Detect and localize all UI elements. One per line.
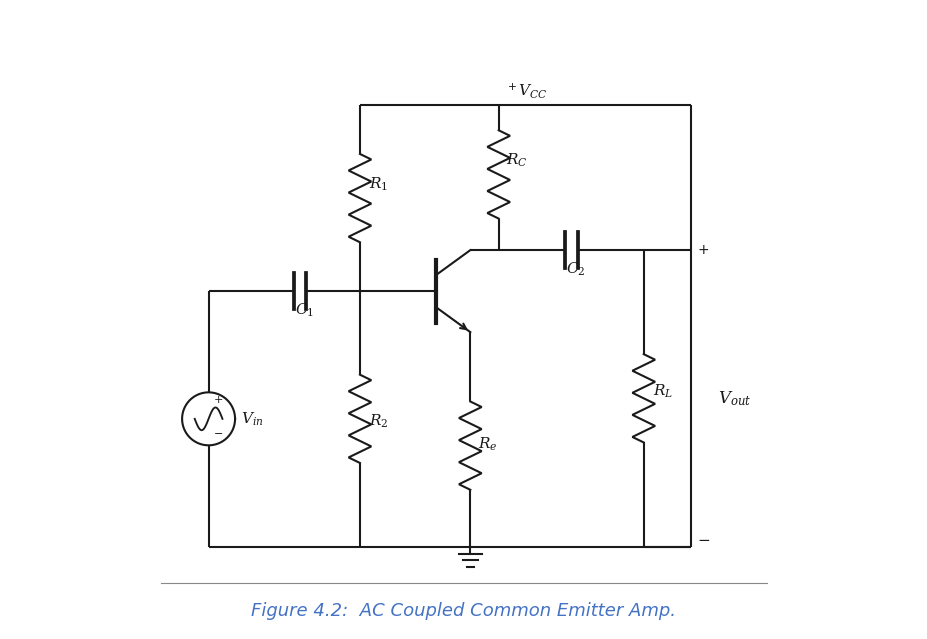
- Text: −: −: [213, 429, 222, 439]
- Text: $R_L$: $R_L$: [652, 382, 672, 399]
- Text: $V_{out}$: $V_{out}$: [717, 389, 750, 408]
- Text: $V_{in}$: $V_{in}$: [241, 410, 263, 427]
- Text: $R_C$: $R_C$: [506, 152, 527, 169]
- Text: +: +: [696, 243, 708, 257]
- Text: −: −: [696, 533, 709, 548]
- Text: $C_2$: $C_2$: [565, 261, 585, 279]
- Text: +: +: [213, 396, 222, 406]
- Text: $^+V_{CC}$: $^+V_{CC}$: [504, 81, 547, 100]
- Text: $R_2$: $R_2$: [368, 412, 387, 429]
- Text: Figure 4.2:  AC Coupled Common Emitter Amp.: Figure 4.2: AC Coupled Common Emitter Am…: [251, 602, 676, 620]
- Text: $R_1$: $R_1$: [368, 176, 387, 193]
- Text: $C_1$: $C_1$: [295, 302, 313, 320]
- Text: $R_e$: $R_e$: [477, 436, 497, 453]
